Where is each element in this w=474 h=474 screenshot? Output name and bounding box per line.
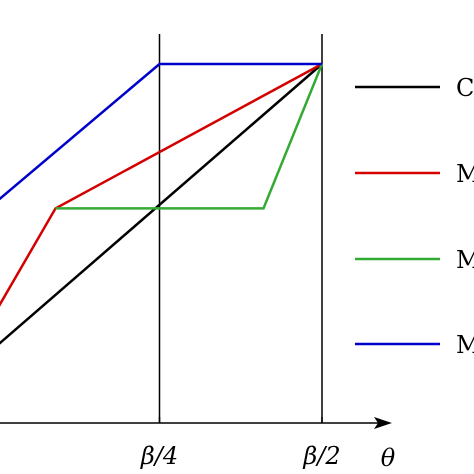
legend-label-1: C: [456, 74, 474, 102]
x-tick-label-1: β/4: [140, 442, 178, 470]
x-axis-arrow: [374, 417, 392, 429]
gridlines: [158, 34, 323, 423]
series-lines: [0, 62, 324, 345]
series-line-1: [0, 63, 323, 345]
tick-labels: β/4 β/2 θ: [140, 442, 396, 472]
legend-label-3: M: [456, 246, 474, 274]
axes: [0, 417, 392, 429]
legend-label-2: M: [456, 160, 474, 188]
series-line-2: [0, 62, 323, 307]
x-tick-label-2: β/2: [302, 442, 340, 470]
legend-label-4: M: [456, 331, 474, 359]
x-axis-label: θ: [381, 444, 396, 472]
series-line-3: [55, 63, 324, 210]
series-line-4: [0, 62, 322, 201]
legend: C M M M: [355, 74, 474, 359]
